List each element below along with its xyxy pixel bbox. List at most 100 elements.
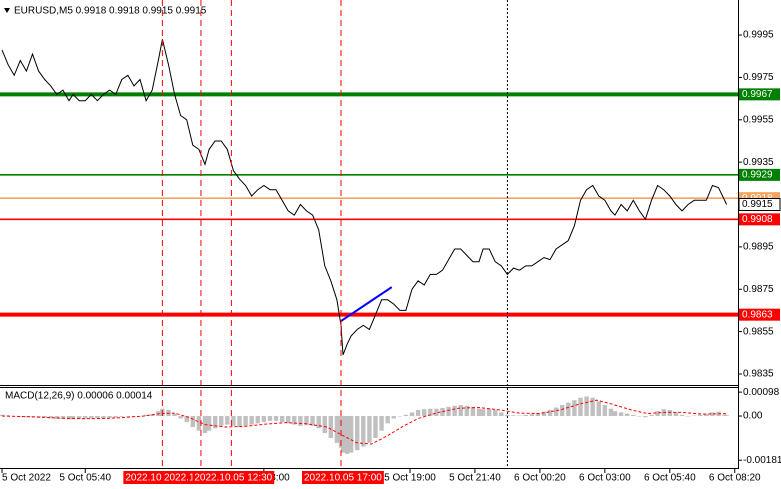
macd-bar xyxy=(673,412,679,417)
macd-bar xyxy=(340,416,346,453)
vline-label: 2022.10.05 17:00 xyxy=(304,473,382,484)
level-label-box xyxy=(739,213,780,226)
price-panel xyxy=(0,39,738,356)
macd-bar xyxy=(499,412,504,417)
macd-bar xyxy=(409,412,415,417)
macd-bar xyxy=(261,416,267,423)
macd-bar xyxy=(415,409,421,417)
x-tick-label: 5 Oct 21:40 xyxy=(449,473,501,484)
macd-bar xyxy=(316,416,321,429)
x-tick-label: 6 Oct 05:40 xyxy=(644,473,696,484)
x-tick-label: 6 Oct 08:20 xyxy=(709,473,761,484)
menu-triangle xyxy=(4,8,10,13)
macd-bar xyxy=(428,408,433,417)
macd-bar xyxy=(679,414,685,417)
macd-bar xyxy=(511,415,516,417)
macd-bar xyxy=(212,416,218,429)
last-price-label: 0.9915 xyxy=(742,199,773,210)
y-tick-label: 0.9875 xyxy=(743,284,774,295)
macd-bar xyxy=(572,400,577,417)
macd-bar xyxy=(397,416,403,417)
macd-panel xyxy=(0,396,729,454)
signal-line xyxy=(1,399,727,445)
y-tick-label: 0.9955 xyxy=(743,114,774,125)
macd-bar xyxy=(649,414,654,417)
macd-bar xyxy=(637,416,642,417)
macd-bar xyxy=(452,405,457,417)
level-label-box xyxy=(739,168,780,181)
macd-bar xyxy=(178,416,183,419)
macd-bar xyxy=(249,416,254,425)
macd-bar xyxy=(304,416,309,426)
macd-bar xyxy=(361,416,366,447)
macd-bar xyxy=(125,416,131,417)
macd-bar xyxy=(348,416,354,453)
macd-bar xyxy=(566,402,571,417)
macd-bar xyxy=(517,415,522,417)
macd-bar xyxy=(480,409,486,417)
macd-bar xyxy=(643,416,648,418)
macd-bar xyxy=(95,416,100,419)
vline-label: 2022.10.05 12:30 xyxy=(194,473,272,484)
level-label: 0.9908 xyxy=(742,214,773,225)
macd-bar xyxy=(523,414,528,417)
macd-bar xyxy=(529,414,534,417)
macd-bar xyxy=(704,414,709,417)
macd-bar xyxy=(553,407,559,417)
macd-bar xyxy=(119,416,124,417)
level-label: 0.9929 xyxy=(742,169,773,180)
level-label-box xyxy=(739,88,780,101)
macd-bar xyxy=(206,416,212,431)
macd-bar xyxy=(344,416,350,454)
level-label: 0.9967 xyxy=(742,89,773,100)
macd-bar xyxy=(422,409,427,417)
macd-bar xyxy=(190,416,196,428)
level-label-box xyxy=(739,308,780,321)
y-tick-label: -0.00181 xyxy=(743,455,781,466)
macd-bar xyxy=(18,416,23,417)
x-tick-label: 5 Oct 19:00 xyxy=(384,473,436,484)
macd-bar xyxy=(612,411,618,417)
macd-bar xyxy=(655,411,660,417)
macd-bar xyxy=(724,415,729,417)
macd-bar xyxy=(267,416,273,421)
macd-bar xyxy=(76,416,82,419)
macd-bar xyxy=(24,416,29,418)
macd-bar xyxy=(107,416,112,418)
macd-bar xyxy=(667,409,673,417)
vline-label-box xyxy=(192,471,275,484)
x-tick-label: 5 Oct 2022 xyxy=(2,473,51,484)
macd-title: MACD(12,26,9) 0.00006 0.00014 xyxy=(5,391,153,402)
macd-bar xyxy=(596,401,601,417)
y-tick-label: 0.00098 xyxy=(743,387,780,398)
macd-bar xyxy=(60,416,66,419)
macd-bar xyxy=(137,416,143,417)
vline-label: 2022.10. xyxy=(125,473,164,484)
macd-bar xyxy=(322,416,327,434)
macd-bar xyxy=(403,414,409,417)
macd-bar xyxy=(434,408,439,417)
macd-bar xyxy=(584,396,589,417)
vline-label-box xyxy=(301,471,384,484)
level-label: 0.9863 xyxy=(742,309,773,320)
macd-bar xyxy=(446,406,451,417)
macd-bar xyxy=(334,416,340,443)
x-tick-label: 6 Oct 03:00 xyxy=(579,473,631,484)
macd-bar xyxy=(505,414,510,417)
macd-bar xyxy=(560,405,565,417)
x-tick-label: 6 Oct 00:20 xyxy=(514,473,566,484)
macd-bar xyxy=(310,416,315,426)
macd-bar xyxy=(279,416,285,423)
macd-bar xyxy=(710,412,715,417)
y-tick-label: 0.9895 xyxy=(743,242,774,253)
macd-bar xyxy=(89,416,94,419)
macd-bar xyxy=(464,405,470,417)
macd-bar xyxy=(83,416,88,419)
macd-bar xyxy=(691,415,697,417)
trend-line xyxy=(340,286,393,322)
vline-label: 2022.1 xyxy=(164,473,195,484)
macd-bar xyxy=(237,416,242,428)
